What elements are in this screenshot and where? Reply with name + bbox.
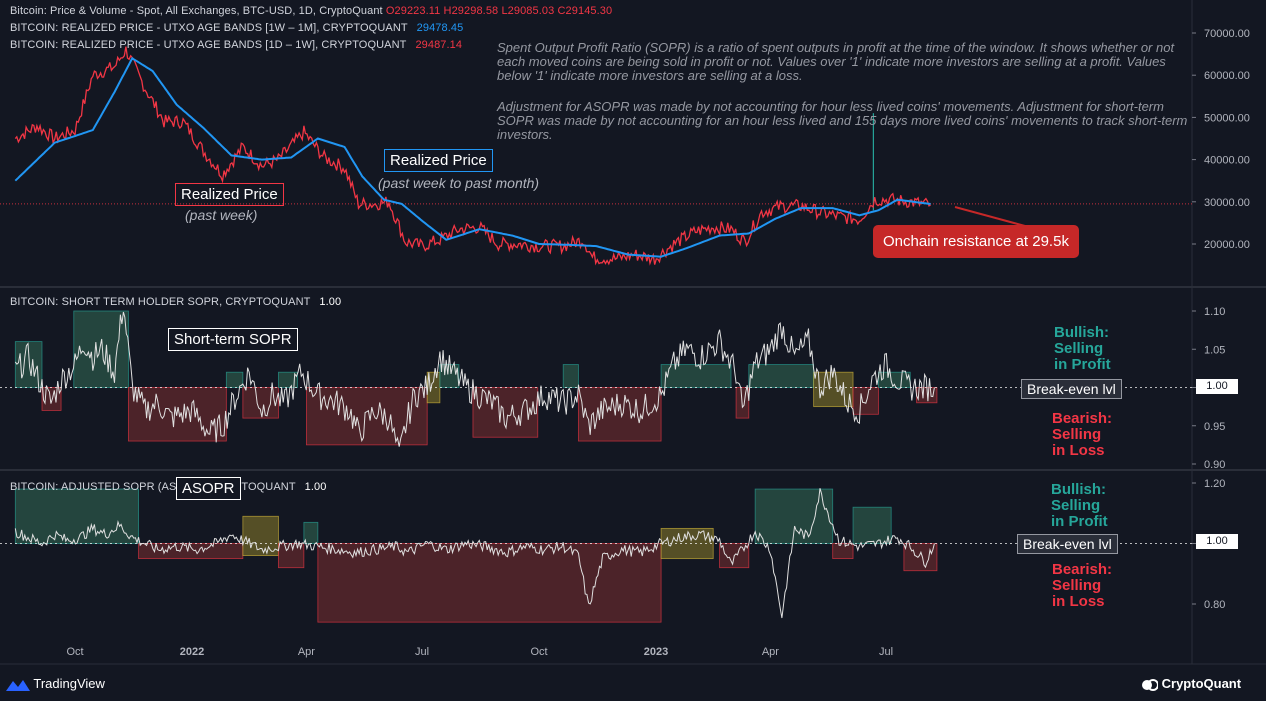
region-bull [660, 364, 732, 388]
callout-pointer [954, 206, 1026, 227]
legend-label: BITCOIN: REALIZED PRICE - UTXO AGE BANDS… [10, 39, 407, 51]
region-bull [225, 371, 244, 388]
price-series-red [14, 46, 931, 266]
sopr-regions [14, 310, 938, 623]
legend-value: 1.00 [304, 481, 327, 493]
asopr-line [14, 488, 935, 619]
bullish-annotation-top: Bullish: Selling in Profit [1054, 324, 1111, 373]
series-lines [0, 46, 1196, 619]
sth-sopr-legend: BITCOIN: SHORT TERM HOLDER SOPR, CRYPTOQ… [10, 296, 341, 308]
x-tick-label: Jul [415, 646, 429, 658]
region-bull [562, 364, 579, 388]
asopr-legend: BITCOIN: ADJUSTED SOPR (ASOPR), CRYPTOQU… [10, 481, 326, 493]
x-tick-label: 2023 [644, 646, 668, 658]
region-bear [903, 543, 938, 572]
y-tick-label: 60000.00 [1204, 70, 1250, 82]
region-bull [439, 364, 460, 388]
adjustment-description: Adjustment for ASOPR was made by not acc… [497, 99, 1188, 142]
grid [0, 0, 1266, 665]
y-tick-label: 0.90 [1204, 459, 1225, 471]
asopr-value-tag: 1.00 [1196, 534, 1238, 549]
realized-price-blue-sublabel: (past week to past month) [378, 175, 540, 191]
region-bear [472, 387, 539, 438]
x-tick-label: Apr [762, 646, 779, 658]
region-bull [278, 371, 298, 388]
x-tick-label: Jul [879, 646, 893, 658]
y-tick-label: 0.95 [1204, 421, 1225, 433]
bearish-annotation-top: Bearish: Selling in Loss [1052, 410, 1113, 459]
region-bull [303, 521, 319, 544]
breakeven-label-top: Break-even lvl [1021, 379, 1122, 399]
ohlc-low: L29085.03 [501, 5, 555, 17]
tradingview-logo-icon [6, 679, 30, 691]
legend-value: 1.00 [319, 296, 342, 308]
y-tick-label: 1.10 [1204, 306, 1225, 318]
region-bear [832, 543, 854, 560]
region-neutral [242, 515, 279, 557]
ohlc-close: C29145.30 [557, 5, 613, 17]
ohlc-readout: O29223.11 H29298.58 L29085.03 C29145.30 [386, 5, 612, 17]
legend-value: 29487.14 [415, 39, 463, 51]
ohlc-high: H29298.58 [443, 5, 499, 17]
cryptoquant-brand[interactable]: CryptoQuant [1142, 676, 1241, 692]
cryptoquant-label: CryptoQuant [1161, 676, 1242, 691]
realized-price-blue-line [14, 56, 931, 258]
region-bull [852, 506, 892, 544]
breakeven-label-bottom: Break-even lvl [1017, 534, 1118, 554]
y-tick-label: 1.05 [1204, 344, 1225, 356]
sth-sopr-line [14, 311, 935, 447]
cryptoquant-logo-icon [1142, 678, 1159, 691]
region-bear [852, 387, 879, 415]
ohlc-open: O29223.11 [385, 5, 441, 17]
y-tick-label: 20000.00 [1204, 239, 1250, 251]
x-tick-label: Oct [66, 646, 83, 658]
legend-label: BITCOIN: SHORT TERM HOLDER SOPR, CRYPTOQ… [10, 296, 311, 308]
region-bull [14, 488, 140, 544]
main-legend: Bitcoin: Price & Volume - Spot, All Exch… [10, 5, 612, 17]
region-bear [278, 543, 305, 569]
sopr-description: Spent Output Profit Ratio (SOPR) is a ra… [497, 40, 1175, 83]
symbol-line: Bitcoin: Price & Volume - Spot, All Exch… [10, 5, 383, 17]
x-tick-label: 2022 [180, 646, 204, 658]
bearish-annotation-bottom: Bearish: Selling in Loss [1052, 561, 1113, 610]
y-tick-label: 40000.00 [1204, 155, 1250, 167]
y-tick-label: 50000.00 [1204, 112, 1250, 124]
realized-price-blue-label: Realized Price [384, 149, 493, 172]
legend-label: BITCOIN: ADJUSTED SOPR (ASOPR), CRYPTOQU… [10, 481, 296, 493]
y-tick-label: 30000.00 [1204, 197, 1250, 209]
legend-realized-1w-1m: BITCOIN: REALIZED PRICE - UTXO AGE BANDS… [10, 22, 463, 34]
asopr-title: ASOPR [176, 477, 241, 500]
realized-price-red-label: Realized Price [175, 183, 284, 206]
region-bear [128, 387, 227, 442]
y-tick-label: 1.20 [1204, 478, 1225, 490]
region-bull [73, 310, 129, 388]
y-tick-label: 0.80 [1204, 599, 1225, 611]
legend-value: 29478.45 [416, 22, 464, 34]
x-tick-label: Apr [298, 646, 315, 658]
y-tick-label: 70000.00 [1204, 28, 1250, 40]
sth-sopr-title: Short-term SOPR [168, 328, 298, 351]
bullish-annotation-bottom: Bullish: Selling in Profit [1051, 481, 1108, 530]
tradingview-label: TradingView [33, 676, 105, 691]
legend-label: BITCOIN: REALIZED PRICE - UTXO AGE BANDS… [10, 22, 408, 34]
x-tick-label: Oct [530, 646, 547, 658]
onchain-resistance-callout: Onchain resistance at 29.5k [873, 225, 1079, 258]
legend-realized-1d-1w: BITCOIN: REALIZED PRICE - UTXO AGE BANDS… [10, 39, 462, 51]
region-bear [317, 543, 662, 623]
realized-price-red-sublabel: (past week) [185, 207, 258, 223]
tradingview-brand[interactable]: TradingView [6, 676, 105, 691]
sopr-value-tag: 1.00 [1196, 379, 1238, 394]
